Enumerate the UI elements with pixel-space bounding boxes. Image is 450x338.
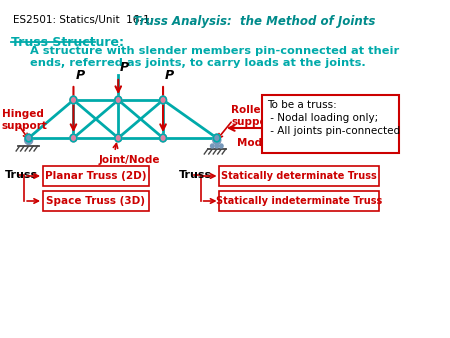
Text: ends, referred as joints, to carry loads at the joints.: ends, referred as joints, to carry loads… — [31, 58, 366, 68]
Text: - Nodal loading only;: - Nodal loading only; — [267, 113, 378, 123]
Circle shape — [25, 134, 32, 142]
Text: Truss: Truss — [4, 170, 38, 180]
Text: Truss: Truss — [179, 170, 212, 180]
Bar — [43, 191, 148, 211]
Bar — [43, 166, 148, 186]
Bar — [220, 191, 379, 211]
Text: Roller
support: Roller support — [231, 105, 277, 127]
Circle shape — [215, 144, 219, 148]
Text: ES2501: Statics/Unit  16-1:: ES2501: Statics/Unit 16-1: — [13, 15, 153, 25]
Circle shape — [25, 136, 33, 145]
Circle shape — [70, 134, 77, 142]
Text: Truss Analysis:  the Method of Joints: Truss Analysis: the Method of Joints — [133, 15, 375, 28]
Circle shape — [220, 144, 223, 148]
Text: Planar Truss (2D): Planar Truss (2D) — [45, 171, 147, 181]
Text: P: P — [75, 69, 85, 82]
Circle shape — [115, 134, 122, 142]
Text: Space Truss (3D): Space Truss (3D) — [46, 196, 145, 206]
Text: A structure with slender members pin-connected at their: A structure with slender members pin-con… — [31, 46, 400, 56]
Text: Modeling: Modeling — [238, 138, 292, 148]
Text: Statically determinate Truss: Statically determinate Truss — [221, 171, 377, 181]
Text: Real physical
Truss: Real physical Truss — [318, 109, 396, 131]
Bar — [220, 166, 379, 186]
Circle shape — [213, 136, 221, 145]
Text: Hinged
support: Hinged support — [2, 109, 48, 131]
Circle shape — [160, 134, 166, 142]
Text: Statically indeterminate Truss: Statically indeterminate Truss — [216, 196, 382, 206]
Text: To be a truss:: To be a truss: — [267, 100, 337, 110]
Circle shape — [211, 144, 214, 148]
Text: Truss Structure:: Truss Structure: — [11, 36, 124, 49]
Text: P: P — [165, 69, 174, 82]
Circle shape — [70, 96, 77, 104]
Circle shape — [115, 96, 122, 104]
Text: Joint/Node: Joint/Node — [99, 155, 160, 165]
Text: - All joints pin-connected: - All joints pin-connected — [267, 126, 400, 136]
Circle shape — [213, 134, 220, 142]
Bar — [262, 95, 399, 153]
Circle shape — [160, 96, 166, 104]
Text: P: P — [120, 61, 129, 74]
